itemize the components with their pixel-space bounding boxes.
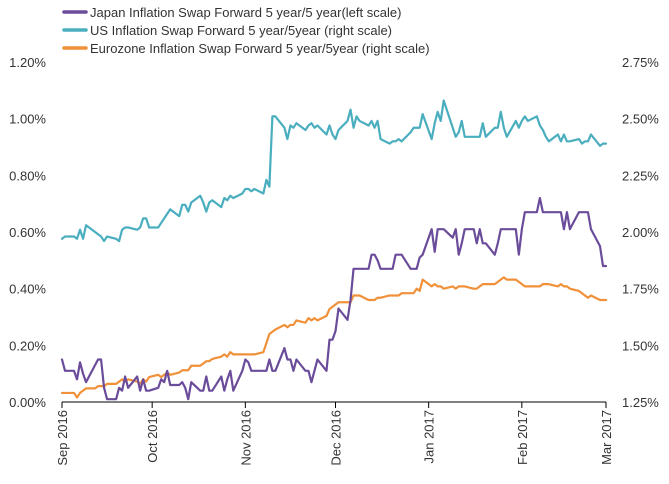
right-tick-label: 1.75% xyxy=(622,282,659,297)
left-tick-label: 0.20% xyxy=(9,338,46,353)
x-tick-label: Feb 2017 xyxy=(515,410,530,465)
right-tick-label: 2.75% xyxy=(622,55,659,70)
legend-label: Eurozone Inflation Swap Forward 5 year/5… xyxy=(90,41,430,56)
right-tick-label: 2.25% xyxy=(622,168,659,183)
x-tick-label: Oct 2016 xyxy=(145,410,160,463)
right-axis-ticks: 1.25% 1.50% 1.75% 2.00% 2.25% 2.50% 2.75% xyxy=(622,55,659,410)
left-tick-label: 0.00% xyxy=(9,395,46,410)
x-tick-label: Nov 2016 xyxy=(238,410,253,466)
series-line-0 xyxy=(60,196,608,401)
x-tick-label: Dec 2016 xyxy=(329,410,344,466)
x-tick-label: Mar 2017 xyxy=(599,410,614,465)
left-tick-label: 0.80% xyxy=(9,168,46,183)
left-tick-label: 0.40% xyxy=(9,282,46,297)
series-line-1 xyxy=(60,99,608,243)
x-tick-label: Jan 2017 xyxy=(422,410,437,464)
series-layer xyxy=(60,99,608,401)
left-tick-label: 0.60% xyxy=(9,225,46,240)
right-tick-label: 1.25% xyxy=(622,395,659,410)
right-tick-label: 2.00% xyxy=(622,225,659,240)
x-axis-ticks: Sep 2016 Oct 2016 Nov 2016 Dec 2016 Jan 2017… xyxy=(55,402,614,466)
legend: Japan Inflation Swap Forward 5 year/5 ye… xyxy=(62,5,430,56)
left-tick-label: 1.20% xyxy=(9,55,46,70)
right-tick-label: 2.50% xyxy=(622,112,659,127)
left-axis-ticks: 0.00% 0.20% 0.40% 0.60% 0.80% 1.00% 1.20% xyxy=(9,55,46,410)
series-line-2 xyxy=(60,276,608,399)
legend-label: US Inflation Swap Forward 5 year/5year (… xyxy=(90,23,392,38)
right-tick-label: 1.50% xyxy=(622,338,659,353)
x-tick-label: Sep 2016 xyxy=(55,410,70,466)
legend-label: Japan Inflation Swap Forward 5 year/5 ye… xyxy=(90,5,401,20)
left-tick-label: 1.00% xyxy=(9,112,46,127)
